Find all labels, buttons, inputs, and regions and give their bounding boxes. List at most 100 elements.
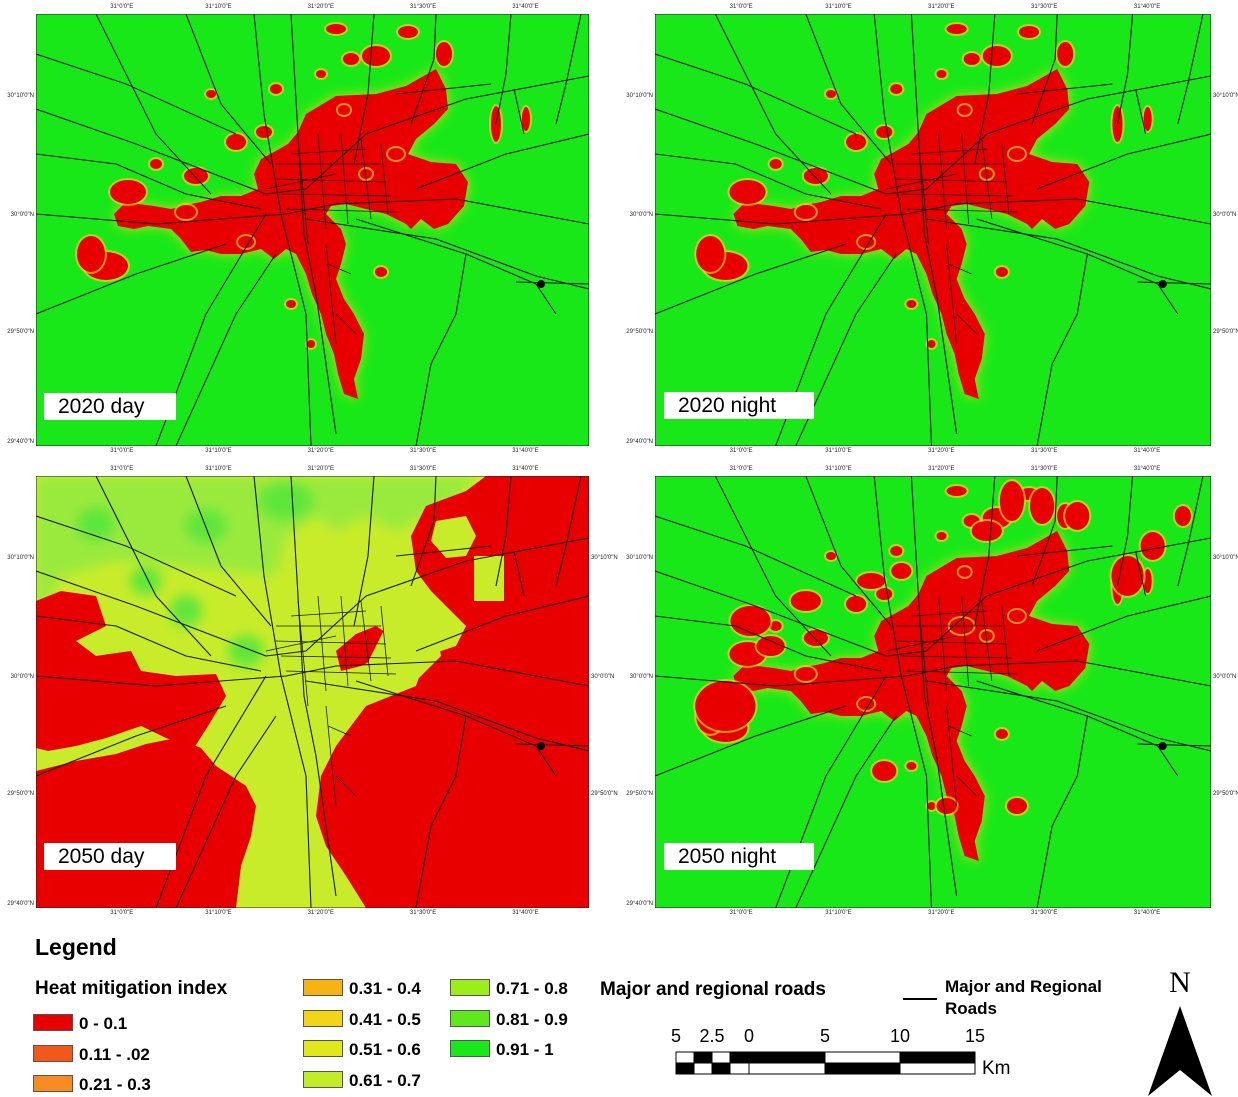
longitude-tick-label: 31°20'0"E bbox=[928, 466, 955, 472]
scale-tick-label: 0 bbox=[744, 1026, 754, 1046]
longitude-tick-label: 31°20'0"E bbox=[307, 910, 334, 916]
latitude-tick-label: 30°0'0"N bbox=[1213, 211, 1237, 218]
latitude-tick-label: 30°0'0"N bbox=[10, 211, 34, 218]
longitude-tick-label: 31°40'0"E bbox=[512, 910, 539, 916]
latitude-tick-label: 30°10'0"N bbox=[626, 93, 653, 100]
longitude-tick-label: 31°10'0"E bbox=[205, 466, 232, 472]
longitude-tick-label: 31°40'0"E bbox=[512, 466, 539, 472]
heat-map bbox=[655, 476, 1211, 908]
legend-swatch bbox=[303, 1040, 343, 1057]
legend-class-3: 0.31 - 0.4 bbox=[303, 979, 421, 999]
latitude-tick-label: 29°50'0"N bbox=[626, 790, 653, 797]
map-panel-2050-night: 31°0'0"E 31°0'0"E 31°10'0"E 31°10'0"E 31°20'… bbox=[626, 466, 1238, 916]
legend-swatch bbox=[450, 1040, 490, 1057]
heat-map bbox=[36, 476, 589, 908]
longitude-tick-label: 31°30'0"E bbox=[1031, 466, 1058, 472]
longitude-tick-label: 31°20'0"E bbox=[307, 448, 334, 454]
latitude-tick-label: 29°40'0"N bbox=[7, 900, 34, 907]
longitude-tick-label: 31°20'0"E bbox=[928, 910, 955, 916]
latitude-tick-label: 30°0'0"N bbox=[629, 673, 653, 680]
longitude-tick-label: 31°40'0"E bbox=[1133, 4, 1161, 10]
latitude-tick-label: 29°40'0"N bbox=[626, 438, 653, 445]
longitude-tick-label: 31°10'0"E bbox=[825, 448, 852, 454]
road-line-symbol bbox=[903, 998, 937, 1000]
longitude-tick-label: 31°0'0"E bbox=[729, 466, 753, 472]
longitude-tick-label: 31°30'0"E bbox=[1031, 4, 1058, 10]
scale-tick-label: 10 bbox=[890, 1026, 910, 1046]
north-arrow-icon: N bbox=[1148, 966, 1212, 1096]
longitude-tick-label: 31°10'0"E bbox=[825, 910, 852, 916]
longitude-tick-label: 31°20'0"E bbox=[307, 466, 334, 472]
legend-class-9: 0.91 - 1 bbox=[450, 1040, 554, 1060]
longitude-tick-label: 31°0'0"E bbox=[110, 910, 134, 916]
latitude-tick-label: 29°50'0"N bbox=[7, 790, 34, 797]
legend-class-7: 0.71 - 0.8 bbox=[450, 979, 568, 999]
longitude-tick-label: 31°10'0"E bbox=[205, 4, 232, 10]
longitude-tick-label: 31°20'0"E bbox=[928, 4, 955, 10]
latitude-tick-label: 30°10'0"N bbox=[1213, 93, 1238, 100]
longitude-tick-label: 31°10'0"E bbox=[205, 910, 232, 916]
panel-label-2050-night: 2050 night bbox=[664, 843, 814, 870]
heat-mitigation-index-title: Heat mitigation index bbox=[35, 978, 228, 999]
latitude-tick-label: 30°10'0"N bbox=[591, 555, 618, 562]
longitude-tick-label: 31°10'0"E bbox=[825, 4, 852, 10]
legend-swatch bbox=[450, 1010, 490, 1027]
longitude-tick-label: 31°0'0"E bbox=[729, 448, 753, 454]
latitude-tick-label: 30°0'0"N bbox=[629, 211, 653, 218]
longitude-tick-label: 31°0'0"E bbox=[110, 4, 134, 10]
latitude-tick-label: 30°10'0"N bbox=[626, 555, 653, 562]
map-panel-2020-night: 31°0'0"E 31°0'0"E 31°10'0"E 31°10'0"E 31°20'… bbox=[626, 4, 1238, 454]
map-panel-2050-day: 31°0'0"E 31°0'0"E 31°10'0"E 31°10'0"E 31°20'… bbox=[7, 466, 617, 916]
legend-swatch bbox=[303, 979, 343, 996]
legend-class-2: 0.21 - 0.3 bbox=[33, 1075, 151, 1095]
map-panel-2020-day: 31°0'0"E 31°0'0"E 31°10'0"E 31°10'0"E 31°20'… bbox=[7, 4, 589, 454]
latitude-tick-label: 29°40'0"N bbox=[7, 438, 34, 445]
scale-tick-label: 15 bbox=[965, 1026, 985, 1046]
legend-class-1: 0.11 - .02 bbox=[33, 1045, 150, 1065]
longitude-tick-label: 31°10'0"E bbox=[825, 466, 852, 472]
longitude-tick-label: 31°40'0"E bbox=[512, 4, 539, 10]
legend-class-0: 0 - 0.1 bbox=[33, 1014, 127, 1034]
legend-title: Legend bbox=[35, 934, 117, 960]
panel-label-2020-night: 2020 night bbox=[664, 392, 814, 419]
longitude-tick-label: 31°40'0"E bbox=[512, 448, 539, 454]
longitude-tick-label: 31°30'0"E bbox=[1031, 448, 1058, 454]
legend-class-8: 0.81 - 0.9 bbox=[450, 1010, 568, 1030]
longitude-tick-label: 31°10'0"E bbox=[205, 448, 232, 454]
latitude-tick-label: 30°10'0"N bbox=[7, 555, 34, 562]
legend-class-4: 0.41 - 0.5 bbox=[303, 1010, 421, 1030]
legend-swatch bbox=[450, 979, 490, 996]
legend-swatch bbox=[33, 1075, 73, 1092]
scale-bar: 5 2.5 0 5 10 15 Km bbox=[671, 1026, 1011, 1079]
heat-map bbox=[655, 14, 1211, 446]
latitude-tick-label: 29°50'0"N bbox=[626, 328, 653, 335]
scale-tick-label: 5 bbox=[671, 1026, 681, 1046]
scale-tick-label: 2.5 bbox=[699, 1026, 724, 1046]
longitude-tick-label: 31°30'0"E bbox=[409, 448, 437, 454]
roads-legend-label: Major and Regional Roads bbox=[945, 977, 1102, 1018]
legend-swatch bbox=[33, 1014, 73, 1031]
longitude-tick-label: 31°20'0"E bbox=[307, 4, 334, 10]
latitude-tick-label: 29°40'0"N bbox=[626, 900, 653, 907]
latitude-tick-label: 30°10'0"N bbox=[1213, 555, 1238, 562]
longitude-tick-label: 31°40'0"E bbox=[1133, 466, 1161, 472]
legend-swatch bbox=[303, 1010, 343, 1027]
longitude-tick-label: 31°0'0"E bbox=[729, 4, 753, 10]
panel-label-2050-day: 2050 day bbox=[44, 843, 176, 870]
latitude-tick-label: 29°50'0"N bbox=[1213, 328, 1238, 335]
legend-class-5: 0.51 - 0.6 bbox=[303, 1040, 421, 1060]
longitude-tick-label: 31°20'0"E bbox=[928, 448, 955, 454]
longitude-tick-label: 31°0'0"E bbox=[729, 910, 753, 916]
longitude-tick-label: 31°40'0"E bbox=[1133, 910, 1161, 916]
longitude-tick-label: 31°30'0"E bbox=[1031, 910, 1058, 916]
roads-legend-title: Major and regional roads bbox=[600, 979, 826, 1000]
longitude-tick-label: 31°30'0"E bbox=[409, 466, 437, 472]
latitude-tick-label: 30°0'0"N bbox=[10, 673, 34, 680]
latitude-tick-label: 30°0'0"N bbox=[1213, 673, 1237, 680]
legend-class-6: 0.61 - 0.7 bbox=[303, 1071, 421, 1091]
longitude-tick-label: 31°30'0"E bbox=[409, 4, 437, 10]
latitude-tick-label: 29°50'0"N bbox=[7, 328, 34, 335]
scale-tick-label: 5 bbox=[820, 1026, 830, 1046]
latitude-tick-label: 29°50'0"N bbox=[1213, 790, 1238, 797]
latitude-tick-label: 30°0'0"N bbox=[591, 673, 615, 680]
